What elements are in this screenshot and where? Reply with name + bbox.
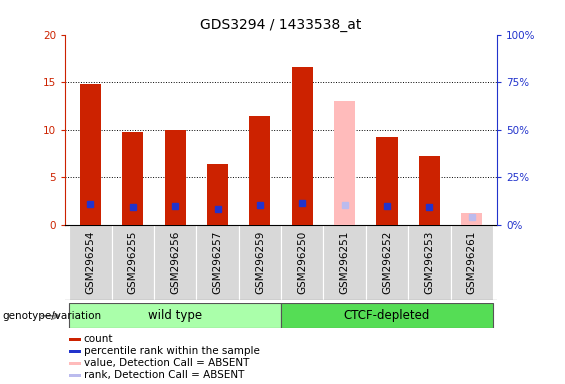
- Bar: [366, 225, 408, 300]
- Bar: [451, 225, 493, 300]
- Text: rank, Detection Call = ABSENT: rank, Detection Call = ABSENT: [84, 370, 244, 380]
- Bar: [69, 350, 81, 353]
- Bar: [122, 131, 144, 225]
- Bar: [323, 225, 366, 300]
- Text: GSM296252: GSM296252: [382, 231, 392, 294]
- Text: value, Detection Call = ABSENT: value, Detection Call = ABSENT: [84, 358, 249, 368]
- Bar: [197, 225, 238, 300]
- Text: GSM296261: GSM296261: [467, 231, 477, 294]
- Text: GSM296251: GSM296251: [340, 231, 350, 294]
- Bar: [69, 362, 81, 364]
- Bar: [238, 225, 281, 300]
- Bar: [281, 303, 493, 328]
- Text: genotype/variation: genotype/variation: [3, 311, 102, 321]
- Bar: [249, 116, 271, 225]
- Bar: [164, 130, 186, 225]
- Text: GSM296253: GSM296253: [424, 231, 434, 294]
- Bar: [292, 67, 313, 225]
- Bar: [419, 156, 440, 225]
- Bar: [408, 225, 451, 300]
- Bar: [69, 303, 281, 328]
- Bar: [207, 164, 228, 225]
- Text: GSM296254: GSM296254: [85, 231, 95, 294]
- Text: CTCF-depleted: CTCF-depleted: [344, 310, 430, 322]
- Bar: [80, 84, 101, 225]
- Text: GSM296255: GSM296255: [128, 231, 138, 294]
- Bar: [334, 101, 355, 225]
- Text: count: count: [84, 334, 113, 344]
- Text: GSM296257: GSM296257: [212, 231, 223, 294]
- Bar: [376, 137, 398, 225]
- Bar: [69, 338, 81, 341]
- Bar: [281, 225, 323, 300]
- Bar: [69, 374, 81, 377]
- Text: GSM296250: GSM296250: [297, 231, 307, 294]
- Bar: [112, 225, 154, 300]
- Text: GSM296256: GSM296256: [170, 231, 180, 294]
- Bar: [69, 225, 112, 300]
- Title: GDS3294 / 1433538_at: GDS3294 / 1433538_at: [201, 18, 362, 32]
- Text: GSM296259: GSM296259: [255, 231, 265, 294]
- Bar: [154, 225, 197, 300]
- Bar: [461, 213, 483, 225]
- Text: wild type: wild type: [148, 310, 202, 322]
- Text: percentile rank within the sample: percentile rank within the sample: [84, 346, 259, 356]
